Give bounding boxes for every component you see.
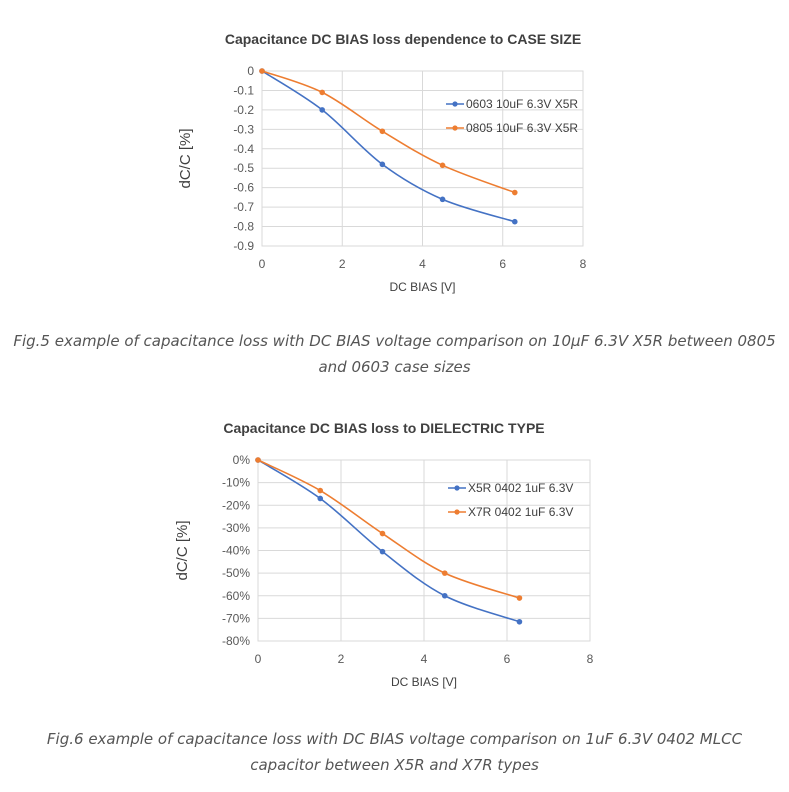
x-tick-label: 2 <box>339 257 346 271</box>
legend-label-2: 0805 10uF 6.3V X5R <box>466 121 578 135</box>
y-tick-label: -60% <box>222 589 250 603</box>
legend-marker-1 <box>452 101 458 107</box>
y-tick-label: -30% <box>222 521 250 535</box>
data-point <box>319 89 325 96</box>
x-tick-label: 0 <box>255 652 262 666</box>
legend-marker-1 <box>454 485 460 491</box>
figure-caption-5: Fig.5 example of capacitance loss with D… <box>13 332 776 376</box>
legend-label-2: X7R 0402 1uF 6.3V <box>468 505 573 519</box>
legend-marker-2 <box>452 125 458 131</box>
data-point <box>441 570 448 576</box>
y-tick-label: -70% <box>222 611 250 625</box>
y-tick-label: -50% <box>222 566 250 580</box>
y-tick-label: -80% <box>222 634 250 648</box>
data-point <box>516 618 523 625</box>
x-tick-label: 4 <box>419 257 426 271</box>
y-tick-label: -0.5 <box>233 161 254 175</box>
y-axis-label: dC/C [%] <box>174 520 191 580</box>
data-point <box>439 162 446 169</box>
chart-title: Capacitance DC BIAS loss to DIELECTRIC T… <box>223 420 544 436</box>
y-tick-label: -0.2 <box>233 103 254 117</box>
y-axis-label: dC/C [%] <box>177 128 194 188</box>
data-point <box>379 128 386 135</box>
y-tick-label: -10% <box>222 476 250 490</box>
data-point <box>379 548 386 555</box>
data-point <box>255 457 261 463</box>
series-line-1 <box>261 70 516 223</box>
data-point <box>379 161 386 168</box>
data-point <box>441 592 448 599</box>
data-point <box>511 189 518 196</box>
data-point <box>317 495 324 502</box>
y-tick-label: -0.3 <box>233 122 254 136</box>
y-tick-label: -0.1 <box>233 83 254 97</box>
data-point <box>379 530 386 537</box>
data-point <box>439 196 446 203</box>
y-tick-label: -0.9 <box>233 239 254 253</box>
legend-label-1: 0603 10uF 6.3V X5R <box>466 97 578 111</box>
x-tick-label: 4 <box>421 652 428 666</box>
y-tick-label: -0.6 <box>233 181 254 195</box>
x-tick-label: 8 <box>580 257 587 271</box>
chart-title: Capacitance DC BIAS loss dependence to C… <box>225 31 581 47</box>
x-axis-label: DC BIAS [V] <box>389 280 455 294</box>
y-tick-label: -0.8 <box>233 220 254 234</box>
y-tick-label: -20% <box>222 498 250 512</box>
x-axis-label: DC BIAS [V] <box>391 675 457 689</box>
chart-case-size: Capacitance DC BIAS loss dependence to C… <box>177 31 587 294</box>
data-point <box>511 218 518 225</box>
data-point <box>319 107 325 113</box>
data-point <box>259 68 265 74</box>
y-tick-label: -40% <box>222 544 250 558</box>
y-tick-label: 0 <box>247 64 254 78</box>
x-tick-label: 0 <box>259 257 266 271</box>
x-tick-label: 2 <box>338 652 345 666</box>
data-point <box>317 487 324 494</box>
legend-label-1: X5R 0402 1uF 6.3V <box>468 481 573 495</box>
y-tick-label: -0.7 <box>233 200 254 214</box>
x-tick-label: 6 <box>504 652 511 666</box>
x-tick-label: 6 <box>499 257 506 271</box>
legend-marker-2 <box>454 509 460 515</box>
x-tick-label: 8 <box>587 652 594 666</box>
data-point <box>516 595 523 601</box>
figure-caption-6: Fig.6 example of capacitance loss with D… <box>46 730 743 774</box>
chart-dielectric-type: Capacitance DC BIAS loss to DIELECTRIC T… <box>174 420 594 689</box>
y-tick-label: 0% <box>233 453 251 467</box>
y-tick-label: -0.4 <box>233 142 254 156</box>
